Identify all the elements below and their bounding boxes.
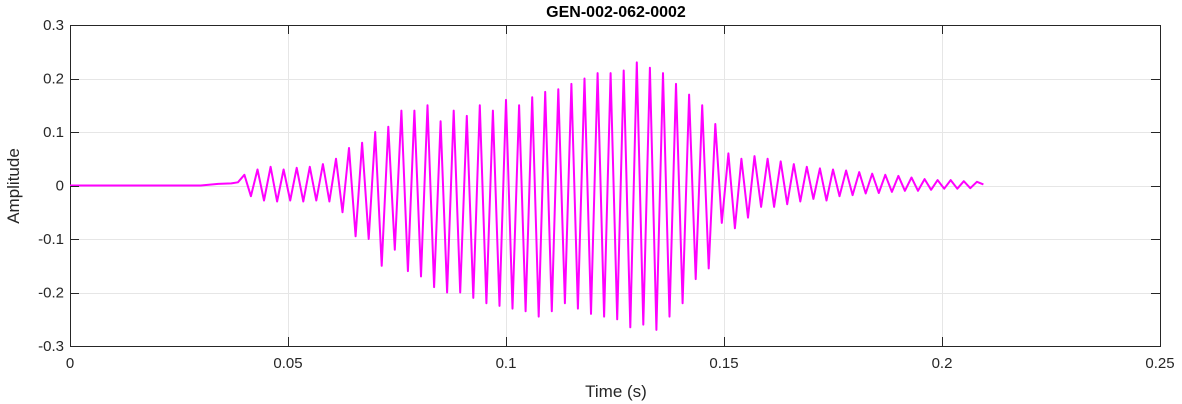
x-tick-label: 0.05 <box>273 355 302 372</box>
y-axis-label: Amplitude <box>4 148 23 224</box>
x-tick-label: 0.25 <box>1145 355 1174 372</box>
grid-lines <box>70 25 1161 347</box>
y-tick-label: 0 <box>56 178 64 195</box>
y-tick-label: -0.1 <box>38 231 64 248</box>
y-axis-ticks: -0.3 -0.2 -0.1 0 0.1 0.2 0.3 <box>38 17 1160 355</box>
x-tick-label: 0.15 <box>709 355 738 372</box>
y-tick-label: 0.1 <box>43 124 64 141</box>
x-axis-ticks: 0 0.05 0.1 0.15 0.2 0.25 <box>66 25 1175 372</box>
chart-title: GEN-002-062-0002 <box>546 4 686 21</box>
x-axis-label: Time (s) <box>585 382 647 401</box>
waveform-line <box>70 61 984 331</box>
x-tick-label: 0.2 <box>932 355 953 372</box>
y-tick-label: -0.2 <box>38 285 64 302</box>
y-tick-label: -0.3 <box>38 338 64 355</box>
x-tick-label: 0 <box>66 355 74 372</box>
y-tick-label: 0.2 <box>43 71 64 88</box>
series-group <box>70 61 984 331</box>
y-tick-label: 0.3 <box>43 17 64 34</box>
x-tick-label: 0.1 <box>496 355 517 372</box>
